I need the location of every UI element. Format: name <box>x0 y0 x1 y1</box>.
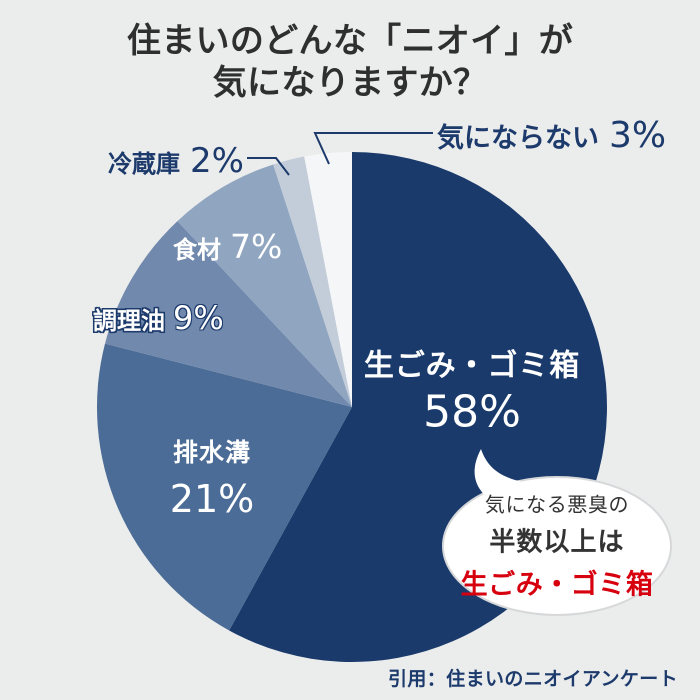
speech-bubble-tail <box>474 449 535 513</box>
pie-slice-5 <box>273 156 352 407</box>
label-ingredients: 食材 7% <box>173 227 282 266</box>
source-credit: 引用：住まいのニオイアンケート <box>388 669 678 690</box>
label-cooking-oil-pct: 9% <box>173 299 224 337</box>
label-not-bothered-pct: 3% <box>609 115 667 156</box>
chart-title: 住まいのどんな「ニオイ」が 気になりますか？ <box>0 20 700 104</box>
label-refrigerator-pct: 2% <box>190 141 244 181</box>
callout-bubble-text: 気になる悪臭の 半数以上は 生ごみ・ゴミ箱 <box>461 489 654 602</box>
label-drain-name: 排水溝 <box>172 439 251 467</box>
label-garbage-bin: 生ごみ・ゴミ箱 58% <box>364 341 580 438</box>
label-not-bothered-name: 気にならない <box>437 123 599 153</box>
label-not-bothered: 気にならない 3% <box>437 115 666 156</box>
label-cooking-oil-name: 調理油 <box>93 308 165 335</box>
label-refrigerator-name: 冷蔵庫 <box>108 151 180 178</box>
callout-line3-accent: 生ごみ・ゴミ箱 <box>460 569 654 600</box>
chart-title-line1: 住まいのどんな「ニオイ」が <box>126 22 574 60</box>
label-cooking-oil: 調理油 9% <box>93 299 224 337</box>
label-ingredients-name: 食材 <box>173 237 221 264</box>
chart-title-line2: 気になりますか？ <box>212 64 488 103</box>
callout-line2: 半数以上は <box>489 526 625 557</box>
label-garbage-bin-pct: 58% <box>423 386 521 438</box>
label-garbage-bin-name: 生ごみ・ゴミ箱 <box>363 349 581 383</box>
leader-line-refrigerator <box>247 157 290 176</box>
label-drain: 排水溝 21% <box>170 433 254 521</box>
label-ingredients-pct: 7% <box>230 227 283 266</box>
callout-line1: 気になる悪臭の <box>484 494 630 517</box>
pie-slice-4 <box>177 164 352 407</box>
pie-slice-2 <box>96 343 353 631</box>
label-refrigerator: 冷蔵庫 2% <box>108 141 244 181</box>
leader-line-not-bothered <box>313 132 433 165</box>
label-drain-pct: 21% <box>169 477 255 521</box>
speech-bubble <box>442 476 672 616</box>
pie-slice-6 <box>304 152 352 407</box>
pie-slice-3 <box>105 221 352 407</box>
